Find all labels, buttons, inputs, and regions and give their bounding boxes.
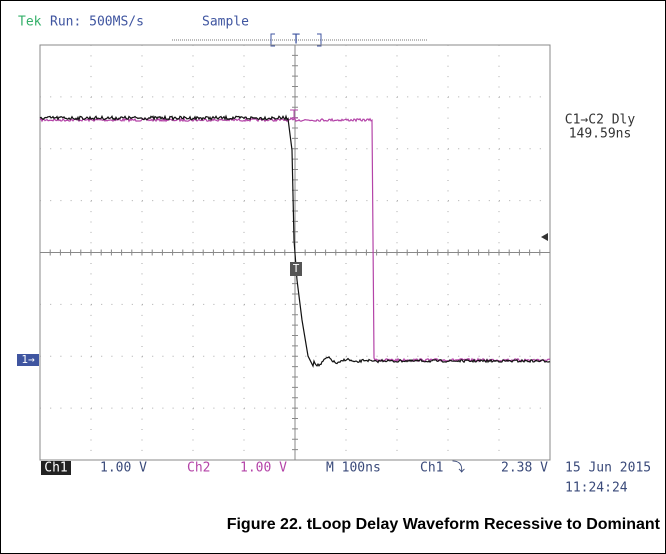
- measurement-value: 149.59ns: [569, 127, 632, 142]
- measurement-label: C1→C2 Dly: [565, 113, 636, 128]
- trigger-source: Ch1: [420, 461, 443, 476]
- waveforms: [39, 109, 551, 368]
- ch1-scale: 1.00 V: [100, 461, 147, 476]
- acq-mode: Sample: [202, 15, 249, 30]
- ch1-waveform: [39, 114, 551, 368]
- run-status: Run: 500MS/s: [50, 15, 144, 30]
- brand: Tek: [18, 15, 42, 30]
- ground-marker-bg: [17, 354, 39, 366]
- trigger-marker-bg: [290, 262, 302, 276]
- date: 15 Jun 2015: [565, 461, 651, 476]
- trigger-position: T: [292, 33, 300, 48]
- ground-marker: 1→: [21, 353, 35, 366]
- caption: Figure 22. tLoop Delay Waveform Recessiv…: [227, 516, 661, 533]
- timebase: M 100ns: [326, 461, 381, 476]
- cursor-mark: [290, 109, 298, 119]
- time: 11:24:24: [565, 481, 628, 496]
- trigger-slope: ⤵: [452, 461, 465, 476]
- ch2-waveform: [39, 117, 551, 363]
- ch1-box: [41, 461, 71, 475]
- trigger-level-arrow: [541, 233, 548, 241]
- record-bracket: [270, 33, 322, 47]
- trigger-level: 2.38 V: [501, 461, 548, 476]
- ch2-label: Ch2: [187, 461, 210, 476]
- trigger-marker: T: [293, 262, 300, 275]
- ch1-label: Ch1: [44, 461, 67, 476]
- ch2-scale: 1.00 V: [240, 461, 287, 476]
